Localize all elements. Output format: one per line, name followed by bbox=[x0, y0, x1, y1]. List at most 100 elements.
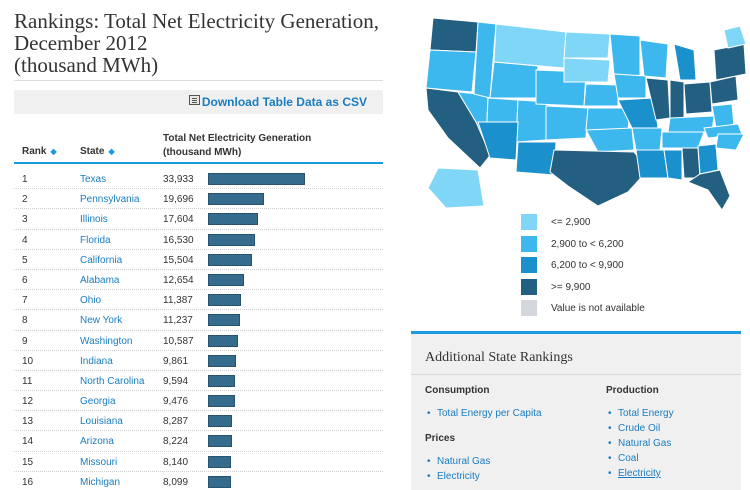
production-link-natural-gas[interactable]: Natural Gas bbox=[606, 436, 674, 451]
map-state-region[interactable] bbox=[681, 147, 701, 179]
state-link[interactable]: Pennsylvania bbox=[80, 194, 140, 206]
state-column-header[interactable]: State ◆ bbox=[80, 146, 115, 157]
table-row: 15 Missouri 8,140 bbox=[14, 452, 383, 472]
state-link[interactable]: Washington bbox=[80, 335, 133, 347]
legend-swatch bbox=[521, 300, 537, 316]
legend-label: >= 9,900 bbox=[551, 281, 591, 293]
state-link[interactable]: Indiana bbox=[80, 355, 113, 367]
map-state-region[interactable] bbox=[427, 167, 485, 209]
table-row: 7 Ohio 11,387 bbox=[14, 290, 383, 311]
consumption-link-total-energy-per-capita[interactable]: Total Energy per Capita bbox=[425, 406, 542, 421]
map-state-region[interactable] bbox=[673, 43, 697, 81]
legend-item: Value is not available bbox=[521, 300, 721, 316]
value-cell: 15,504 bbox=[163, 254, 194, 266]
value-cell: 9,476 bbox=[163, 396, 189, 408]
legend-label: <= 2,900 bbox=[551, 217, 591, 228]
sort-arrows-icon[interactable]: ◆ bbox=[50, 147, 57, 156]
panel-divider bbox=[411, 374, 741, 375]
rank-cell: 1 bbox=[22, 174, 28, 185]
rank-column-header[interactable]: Rank ◆ bbox=[22, 146, 57, 157]
map-state-region[interactable] bbox=[549, 149, 649, 207]
map-state-region[interactable] bbox=[563, 57, 611, 83]
table-row: 4 Florida 16,530 bbox=[14, 230, 383, 250]
map-state-region[interactable] bbox=[613, 73, 647, 99]
state-link[interactable]: Illinois bbox=[80, 214, 108, 226]
value-cell: 10,587 bbox=[163, 335, 194, 347]
state-link[interactable]: California bbox=[80, 254, 123, 266]
production-link-electricity[interactable]: Electricity bbox=[606, 466, 674, 481]
map-state-region[interactable] bbox=[639, 39, 669, 79]
map-state-region[interactable] bbox=[713, 43, 747, 81]
map-state-region[interactable] bbox=[545, 105, 589, 141]
legend-label: 2,900 to < 6,200 bbox=[551, 238, 624, 250]
map-state-region[interactable] bbox=[683, 81, 713, 115]
production-link-coal[interactable]: Coal bbox=[606, 451, 674, 466]
map-state-region[interactable] bbox=[635, 149, 669, 179]
table-row: 14 Arizona 8,224 bbox=[14, 431, 383, 452]
map-state-region[interactable] bbox=[489, 61, 539, 99]
state-link[interactable]: Missouri bbox=[80, 456, 118, 468]
value-cell: 19,696 bbox=[163, 194, 194, 206]
value-bar bbox=[208, 213, 258, 226]
state-link[interactable]: Ohio bbox=[80, 295, 102, 307]
map-state-region[interactable] bbox=[709, 75, 739, 105]
map-state-region[interactable] bbox=[686, 169, 731, 211]
csv-file-icon[interactable] bbox=[188, 95, 200, 105]
state-link[interactable]: Arizona bbox=[80, 436, 114, 448]
value-bar bbox=[208, 435, 232, 448]
value-cell: 8,140 bbox=[163, 456, 189, 468]
download-csv-link[interactable]: Download Table Data as CSV bbox=[201, 95, 367, 109]
map-state-region[interactable] bbox=[583, 83, 619, 107]
legend-item: >= 9,900 bbox=[521, 278, 721, 295]
map-state-region[interactable] bbox=[697, 143, 719, 175]
map-state-region[interactable] bbox=[669, 79, 685, 121]
table-row: 1 Texas 33,933 bbox=[14, 169, 383, 190]
prices-link-electricity[interactable]: Electricity bbox=[425, 469, 490, 484]
table-row: 13 Louisiana 8,287 bbox=[14, 411, 383, 432]
generation-header-line-2: (thousand MWh) bbox=[163, 147, 242, 158]
legend-item: 6,200 to < 9,900 bbox=[521, 257, 721, 273]
map-state-region[interactable] bbox=[663, 149, 683, 181]
production-link-crude-oil[interactable]: Crude Oil bbox=[606, 421, 674, 436]
legend-swatch bbox=[521, 235, 537, 252]
map-state-region[interactable] bbox=[723, 25, 747, 49]
value-bar bbox=[208, 193, 264, 206]
map-state-region[interactable] bbox=[563, 31, 611, 59]
map-state-region[interactable] bbox=[609, 33, 641, 77]
state-link[interactable]: New York bbox=[80, 315, 123, 327]
map-state-region[interactable] bbox=[585, 127, 635, 153]
value-cell: 11,237 bbox=[163, 315, 193, 327]
value-cell: 16,530 bbox=[163, 234, 194, 246]
us-map-svg[interactable] bbox=[418, 10, 748, 215]
state-link[interactable]: Georgia bbox=[80, 396, 116, 408]
state-link[interactable]: Louisiana bbox=[80, 416, 123, 428]
title-divider bbox=[14, 80, 383, 81]
rank-cell: 15 bbox=[22, 456, 34, 468]
value-cell: 8,224 bbox=[163, 436, 189, 448]
rank-cell: 4 bbox=[22, 234, 28, 246]
table-row: 10 Indiana 9,861 bbox=[14, 351, 383, 371]
legend-swatch bbox=[521, 214, 537, 230]
us-choropleth-map[interactable] bbox=[418, 10, 748, 215]
production-link-total-energy[interactable]: Total Energy bbox=[606, 406, 674, 421]
value-cell: 33,933 bbox=[163, 174, 194, 185]
map-state-region[interactable] bbox=[429, 17, 479, 53]
map-state-region[interactable] bbox=[515, 99, 549, 143]
state-link[interactable]: Florida bbox=[80, 234, 111, 246]
state-link[interactable]: North Carolina bbox=[80, 375, 145, 387]
sort-arrows-icon[interactable]: ◆ bbox=[108, 147, 115, 156]
state-link[interactable]: Alabama bbox=[80, 274, 120, 286]
map-state-region[interactable] bbox=[493, 23, 567, 69]
rank-cell: 9 bbox=[22, 335, 28, 347]
value-bar bbox=[208, 415, 232, 428]
state-link[interactable]: Michigan bbox=[80, 476, 121, 488]
table-row: 12 Georgia 9,476 bbox=[14, 391, 383, 412]
map-state-region[interactable] bbox=[631, 127, 663, 151]
map-state-region[interactable] bbox=[425, 49, 477, 93]
generation-header-line-1: Total Net Electricity Generation bbox=[163, 133, 312, 144]
prices-link-natural-gas[interactable]: Natural Gas bbox=[425, 454, 490, 469]
map-state-region[interactable] bbox=[477, 121, 519, 161]
table-row: 6 Alabama 12,654 bbox=[14, 270, 383, 291]
map-state-region[interactable] bbox=[715, 133, 745, 151]
state-link[interactable]: Texas bbox=[80, 174, 107, 185]
